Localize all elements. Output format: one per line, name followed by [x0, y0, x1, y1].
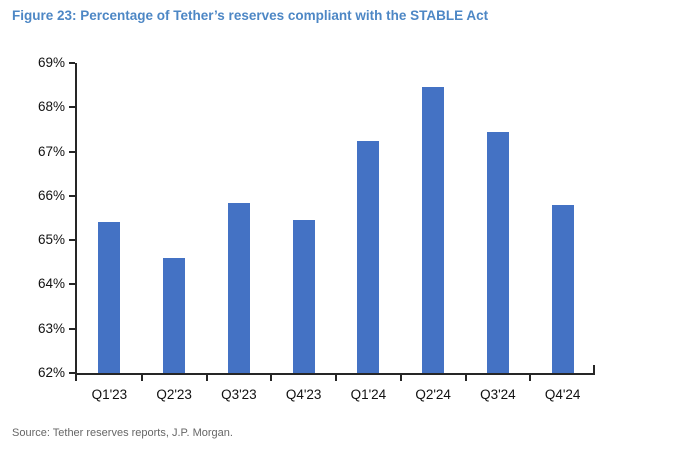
x-axis-tick: [205, 375, 208, 381]
y-axis-tick-label: 65%: [37, 232, 65, 248]
source-note: Source: Tether reserves reports, J.P. Mo…: [12, 427, 233, 439]
y-axis-tick: [69, 150, 75, 153]
y-axis-tick: [69, 106, 75, 109]
x-axis-tick: [399, 375, 402, 381]
x-axis-tick: [75, 375, 77, 381]
x-axis-end-stub: [593, 365, 595, 373]
y-axis-tick-label: 66%: [37, 187, 65, 203]
x-axis-tick: [529, 375, 532, 381]
x-axis-category-label: Q3'23: [221, 387, 257, 402]
plot-area: 69% 68% 67% 66% 65% 64% 63% 62% Q1'23 Q2'23 Q3'23 Q…: [38, 55, 595, 402]
y-axis-tick: [69, 283, 75, 286]
y-axis-tick-label: 62%: [37, 365, 65, 380]
x-axis-category-label: Q2'24: [415, 387, 451, 402]
y-axis-tick: [69, 239, 75, 242]
bar-q424: [551, 204, 574, 373]
bar-q423: [292, 220, 315, 373]
x-axis-tick: [270, 375, 273, 381]
bar-q223: [163, 257, 186, 373]
y-axis-tick-label: 68%: [37, 99, 65, 115]
y-axis-tick: [69, 194, 75, 197]
y-axis-tick: [69, 62, 75, 64]
x-axis-tick: [464, 375, 467, 381]
x-axis-category-label: Q1'23: [91, 387, 128, 402]
y-axis-tick: [69, 372, 75, 374]
x-axis-category-label: Q2'23: [156, 387, 192, 402]
y-axis-tick-label: 69%: [37, 55, 65, 70]
x-axis-category-label: Q1'24: [350, 387, 387, 402]
bar-q323: [227, 202, 250, 373]
x-axis-category-label: Q4'23: [285, 387, 322, 402]
y-axis-tick: [69, 327, 75, 330]
figure-title: Figure 23: Percentage of Tether’s reserv…: [12, 8, 489, 23]
bar-q224: [422, 87, 445, 373]
bar-q123: [98, 222, 121, 373]
x-axis-tick: [335, 375, 337, 381]
bar-q124: [357, 140, 380, 373]
y-axis-tick-label: 67%: [37, 143, 65, 159]
y-axis-tick-label: 64%: [37, 276, 65, 292]
x-axis-category-label: Q4'24: [544, 387, 581, 402]
x-axis-tick: [140, 375, 143, 381]
x-axis-category-label: Q3'24: [480, 387, 516, 402]
y-axis-tick-label: 63%: [37, 320, 65, 336]
bar-q324: [486, 131, 509, 373]
